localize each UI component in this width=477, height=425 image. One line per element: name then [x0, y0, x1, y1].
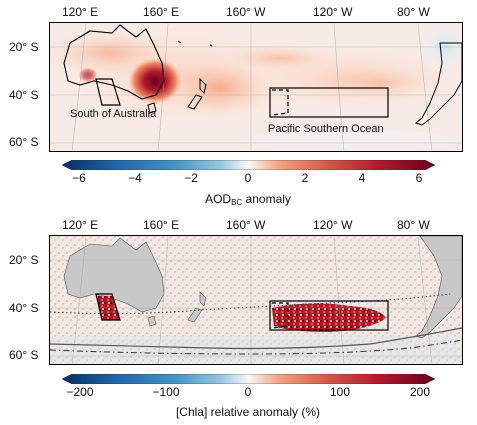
top-lon-tick-120e: 120° E — [62, 5, 99, 19]
south-australia-box — [95, 78, 121, 106]
polar-front-line — [50, 327, 462, 350]
top-lon-tick-160w: 160° W — [226, 5, 266, 19]
aod-cbar-tick-neg4: −4 — [128, 171, 142, 185]
subantarctic-front-line — [50, 339, 462, 355]
bottom-lon-tick-80w: 80° W — [397, 218, 430, 232]
chla-south-australia-box — [95, 293, 121, 321]
bottom-lon-tick-120w: 120° W — [313, 218, 353, 232]
label-south-of-australia: South of Australia — [70, 108, 157, 120]
south-america-land — [415, 236, 462, 339]
bottom-lat-tick-20s: 20° S — [9, 253, 39, 267]
top-lon-tick-120w: 120° W — [313, 5, 353, 19]
chla-cbar-tick-neg200: −200 — [66, 385, 94, 399]
south-america-coastline — [414, 42, 462, 126]
bottom-lon-tick-160e: 160° E — [143, 218, 180, 232]
aod-hotspot-sw-australia — [78, 67, 98, 83]
aod-cbar-tick-neg6: −6 — [72, 171, 86, 185]
chla-bloom-pacific — [272, 303, 386, 332]
top-lat-tick-40s: 40° S — [9, 88, 39, 102]
pacific-southern-ocean-box — [269, 87, 389, 118]
chla-pacific-box — [269, 300, 389, 331]
pacific-subregion-box — [271, 89, 289, 116]
aod-colorbar — [61, 157, 436, 171]
aod-cool-patch — [420, 23, 462, 73]
aod-hotspot-se-australia — [127, 57, 183, 105]
new-zealand-coastline — [187, 77, 207, 110]
aod-cbar-tick-4: 4 — [358, 171, 366, 185]
aod-colorbar-label: AODBC anomaly — [205, 192, 291, 207]
australia-coastline — [63, 24, 165, 100]
subtropical-front-line — [50, 293, 451, 315]
bottom-lon-tick-160w: 160° W — [226, 218, 266, 232]
chla-southern-band — [50, 336, 462, 364]
aod-anomaly-map: South of Australia Pacific Southern Ocea… — [49, 22, 463, 152]
chla-cbar-tick-neg100: −100 — [152, 385, 180, 399]
chla-cbar-tick-100: 100 — [329, 385, 351, 399]
chla-anomaly-map — [49, 235, 463, 365]
new-zealand-land — [187, 291, 207, 323]
aod-cbar-tick-6: 6 — [415, 171, 423, 185]
bottom-lat-tick-40s: 40° S — [9, 301, 39, 315]
chla-graticule — [50, 236, 462, 364]
aod-cbar-tick-neg2: −2 — [184, 171, 198, 185]
chla-cbar-tick-200: 200 — [409, 385, 431, 399]
chla-colorbar-label: [Chla] relative anomaly (%) — [175, 405, 321, 419]
top-lat-tick-20s: 20° S — [9, 40, 39, 54]
top-lon-tick-80w: 80° W — [397, 5, 430, 19]
bottom-lon-tick-120e: 120° E — [62, 218, 99, 232]
aod-cbar-tick-0: 0 — [244, 171, 252, 185]
chla-colorbar — [61, 371, 436, 385]
aod-graticule — [50, 23, 462, 151]
aod-cbar-tick-2: 2 — [301, 171, 309, 185]
pacific-islands — [177, 40, 213, 47]
label-pacific-southern-ocean: Pacific Southern Ocean — [268, 123, 384, 135]
tasmania-land — [147, 315, 157, 327]
chla-cbar-tick-0: 0 — [244, 385, 252, 399]
tasmania-coastline — [147, 102, 157, 114]
australia-land — [63, 237, 165, 313]
aod-warm-pacific — [320, 65, 440, 101]
top-lat-tick-60s: 60° S — [9, 135, 39, 149]
top-lon-tick-160e: 160° E — [143, 5, 180, 19]
chla-pacific-subregion-box — [271, 302, 289, 329]
aod-neutral-south — [240, 129, 460, 151]
bottom-lat-tick-60s: 60° S — [9, 348, 39, 362]
aod-plume — [165, 58, 275, 118]
